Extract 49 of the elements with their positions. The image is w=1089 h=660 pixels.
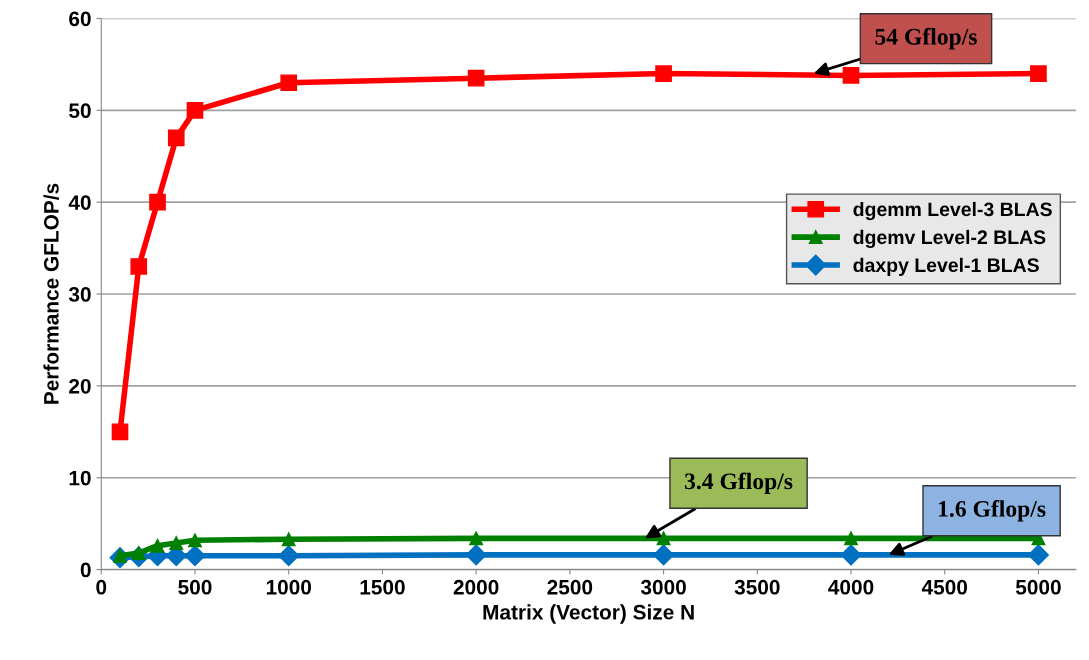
x-tick-label: 3000 — [640, 579, 686, 595]
x-tick-label: 1000 — [266, 579, 312, 595]
y-tick-label: 20 — [69, 378, 91, 394]
point — [278, 545, 300, 567]
y-tick-label: 10 — [69, 470, 91, 486]
point — [844, 531, 858, 546]
y-tick-label: 0 — [80, 562, 91, 578]
y-tick-label: 30 — [68, 287, 91, 302]
y-tick-label: 50 — [69, 103, 91, 119]
x-tick-label: 2500 — [547, 579, 593, 595]
point — [186, 101, 204, 119]
point — [469, 531, 484, 546]
x-axis-title: Matrix (Vector) Size N — [483, 604, 694, 624]
annotation: 1.6 Gflop/s — [939, 499, 1046, 522]
point — [656, 531, 671, 546]
point — [655, 65, 672, 82]
point — [653, 544, 675, 566]
x-tick-label: 5000 — [1015, 579, 1061, 595]
x-tick-label: 2000 — [453, 579, 499, 595]
point — [169, 535, 184, 550]
point — [111, 423, 129, 441]
point — [188, 533, 202, 548]
annotation: 54 Gflop/s — [875, 27, 977, 50]
point — [1027, 544, 1049, 566]
legend-label: dgemm Level-3 BLAS — [853, 201, 1052, 221]
point — [281, 532, 296, 547]
point — [149, 193, 166, 211]
point — [184, 545, 206, 567]
point — [150, 538, 165, 553]
x-tick-label: 1500 — [360, 579, 405, 595]
y-axis-title: Performance GFLOP/s — [43, 183, 59, 404]
point — [467, 69, 485, 87]
x-tick-label: 4000 — [828, 579, 874, 595]
x-tick-label: 4500 — [921, 579, 968, 595]
y-tick-label: 60 — [69, 11, 91, 27]
legend-label: dgemv Level-2 BLAS — [853, 229, 1046, 249]
x-tick-label: 0 — [96, 579, 107, 595]
point — [842, 67, 860, 84]
point — [130, 258, 148, 275]
legend-label: daxpy Level-1 BLAS — [853, 257, 1039, 276]
x-tick-label: 3500 — [734, 579, 780, 595]
point — [465, 544, 487, 566]
point — [840, 544, 862, 566]
annotation: 3.4 Gflop/s — [685, 472, 793, 495]
y-tick-label: 40 — [68, 195, 91, 210]
point — [1030, 65, 1047, 82]
x-tick-label: 500 — [178, 579, 212, 595]
point — [280, 74, 298, 92]
point — [167, 129, 185, 147]
